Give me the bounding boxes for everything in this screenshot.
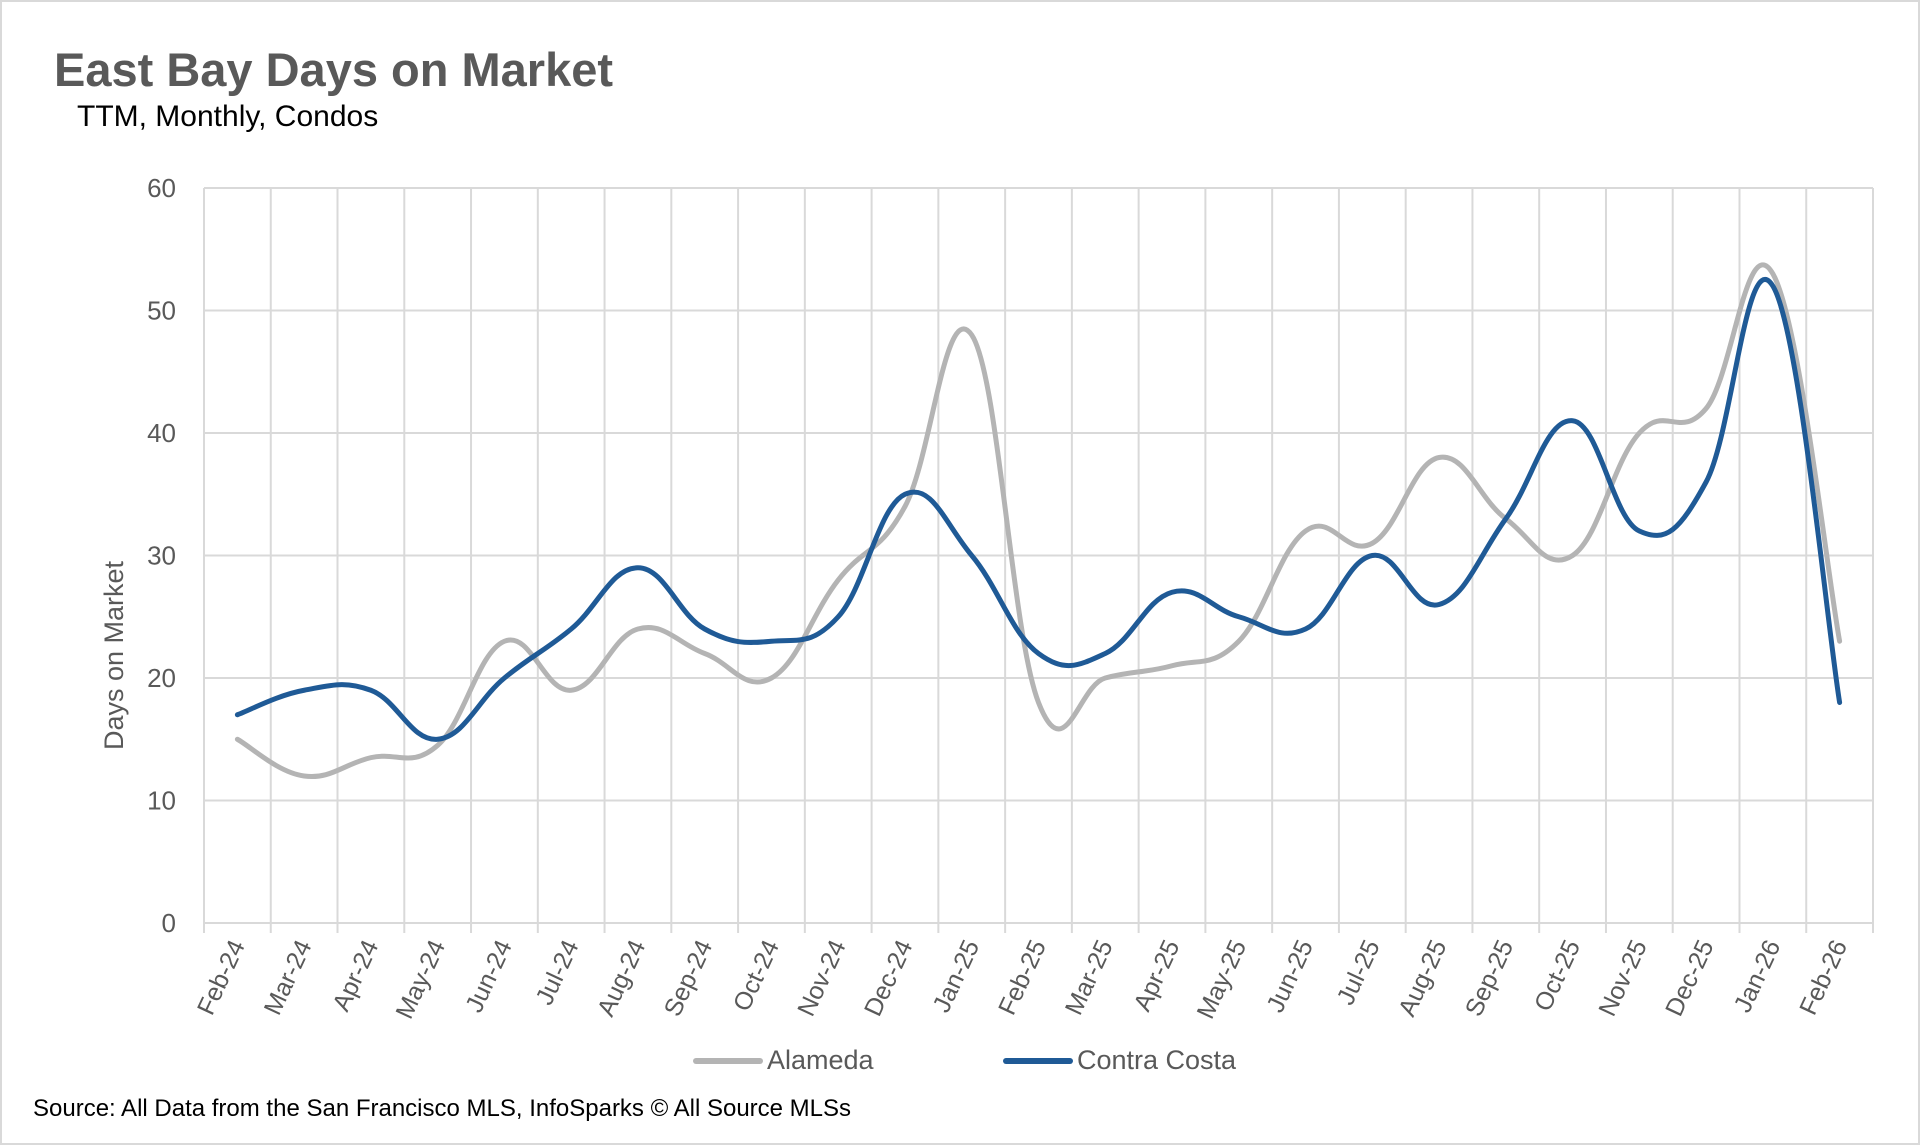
y-tick-label: 10 xyxy=(147,786,176,816)
x-tick-label: Jul-24 xyxy=(530,936,584,1010)
x-tick-label: Aug-24 xyxy=(592,936,651,1021)
y-tick-label: 50 xyxy=(147,296,176,326)
x-tick-label: Aug-25 xyxy=(1393,936,1452,1021)
legend-label-alameda: Alameda xyxy=(767,1045,874,1075)
legend-swatch-alameda xyxy=(693,1057,763,1064)
x-tick-label: May-25 xyxy=(1192,936,1253,1023)
y-tick-label: 20 xyxy=(147,663,176,693)
legend-swatch-contra-costa xyxy=(1003,1057,1073,1064)
y-axis-title: Days on Market xyxy=(99,560,129,750)
x-tick-label: Dec-24 xyxy=(859,936,918,1021)
x-tick-label: Oct-24 xyxy=(728,936,785,1016)
y-tick-label: 60 xyxy=(147,173,176,203)
x-tick-label: May-24 xyxy=(390,936,451,1023)
x-tick-label: Jan-26 xyxy=(1729,936,1787,1017)
chart-title: East Bay Days on Market xyxy=(54,43,614,96)
series-line-alameda xyxy=(234,262,1843,780)
source-note: Source: All Data from the San Francisco … xyxy=(33,1095,852,1122)
legend-label-contra-costa: Contra Costa xyxy=(1077,1045,1237,1075)
x-tick-label: Jun-25 xyxy=(1261,936,1319,1017)
x-tick-label: Nov-25 xyxy=(1593,936,1652,1021)
x-tick-label: Mar-25 xyxy=(1060,936,1119,1020)
y-tick-label: 0 xyxy=(162,908,176,938)
x-tick-label: Feb-25 xyxy=(993,936,1052,1020)
x-tick-label: Mar-24 xyxy=(259,936,318,1020)
x-tick-label: Apr-24 xyxy=(327,936,384,1016)
x-tick-label: Jan-25 xyxy=(927,936,985,1017)
series-line-contra-costa xyxy=(234,276,1843,742)
x-tick-label: Sep-25 xyxy=(1460,936,1519,1021)
legend-item-alameda: Alameda xyxy=(693,1045,874,1076)
y-tick-label: 30 xyxy=(147,541,176,571)
x-tick-label: Feb-26 xyxy=(1794,936,1853,1020)
x-tick-label: Apr-25 xyxy=(1128,936,1185,1016)
legend-item-contra-costa: Contra Costa xyxy=(1003,1045,1236,1076)
x-tick-label: Sep-24 xyxy=(659,936,718,1021)
y-tick-label: 40 xyxy=(147,418,176,448)
x-tick-label: Jun-24 xyxy=(460,936,518,1017)
chart-subtitle: TTM, Monthly, Condos xyxy=(77,100,379,133)
x-tick-label: Dec-25 xyxy=(1660,936,1719,1021)
x-tick-label: Oct-25 xyxy=(1529,936,1586,1016)
x-tick-label: Jul-25 xyxy=(1332,936,1386,1010)
x-tick-label: Feb-24 xyxy=(192,936,251,1020)
x-tick-label: Nov-24 xyxy=(792,936,851,1021)
